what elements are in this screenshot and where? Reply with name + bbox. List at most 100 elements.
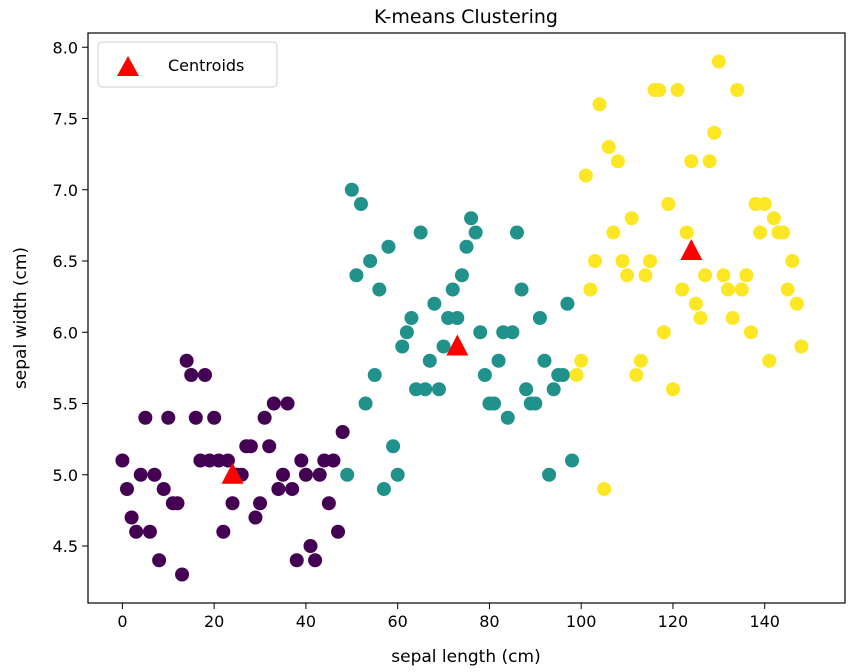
cluster-0-point bbox=[175, 567, 190, 582]
y-tick-label: 5.5 bbox=[53, 395, 78, 414]
cluster-1-point bbox=[367, 368, 382, 382]
cluster-1-point bbox=[344, 182, 359, 197]
cluster-2-point bbox=[620, 268, 635, 283]
cluster-0-point bbox=[321, 496, 336, 511]
cluster-1-point bbox=[353, 197, 368, 211]
cluster-1-point bbox=[537, 353, 552, 368]
cluster-1-point bbox=[349, 268, 364, 283]
cluster-0-point bbox=[188, 410, 203, 425]
cluster-2-point bbox=[643, 254, 658, 268]
cluster-1-point bbox=[528, 396, 543, 411]
cluster-1-point bbox=[491, 353, 506, 368]
cluster-0-point bbox=[170, 496, 185, 511]
cluster-2-point bbox=[707, 125, 722, 140]
cluster-2-point bbox=[592, 97, 607, 112]
x-tick-label: 80 bbox=[479, 612, 499, 631]
cluster-2-point bbox=[601, 140, 616, 154]
cluster-1-point bbox=[473, 325, 488, 340]
cluster-1-point bbox=[532, 311, 547, 325]
cluster-0-point bbox=[124, 510, 139, 525]
cluster-0-point bbox=[271, 482, 286, 496]
centroid-markers bbox=[221, 239, 703, 484]
cluster-0-point bbox=[115, 453, 130, 468]
cluster-1-point bbox=[372, 282, 387, 297]
cluster-0-point bbox=[147, 467, 162, 482]
cluster-0-point bbox=[129, 524, 144, 539]
cluster-0-point bbox=[179, 353, 194, 368]
cluster-1-point bbox=[555, 368, 570, 382]
cluster-1-point bbox=[450, 311, 465, 325]
centroid-marker bbox=[221, 462, 244, 484]
cluster-1-point bbox=[477, 368, 492, 382]
cluster-2-point bbox=[684, 154, 699, 169]
cluster-1-point bbox=[542, 467, 557, 482]
cluster-1-point bbox=[395, 339, 410, 354]
cluster-0-point bbox=[225, 496, 240, 511]
cluster-2-point bbox=[597, 482, 612, 496]
cluster-1-point bbox=[404, 311, 419, 325]
cluster-2-point bbox=[652, 83, 667, 97]
cluster-1-point bbox=[514, 282, 529, 297]
cluster-1-point bbox=[340, 467, 355, 482]
cluster-0-point bbox=[220, 453, 235, 468]
cluster-2-point bbox=[757, 197, 772, 211]
x-tick-label: 60 bbox=[388, 612, 408, 631]
cluster-0-point bbox=[152, 553, 167, 568]
cluster-2-point bbox=[766, 211, 781, 226]
cluster-2-point bbox=[633, 353, 648, 368]
centroid-marker bbox=[680, 239, 703, 261]
cluster-1-point bbox=[519, 382, 534, 397]
cluster-2-point bbox=[693, 311, 708, 325]
cluster-0-point bbox=[133, 467, 148, 482]
cluster-0-point bbox=[275, 467, 290, 482]
cluster-0-point bbox=[119, 482, 134, 496]
y-tick-label: 4.5 bbox=[53, 537, 78, 556]
cluster-0-point bbox=[308, 553, 323, 568]
x-tick-label: 100 bbox=[566, 612, 597, 631]
cluster-1-point bbox=[505, 325, 520, 340]
legend-label-centroids: Centroids bbox=[168, 56, 244, 75]
cluster-0-point bbox=[262, 439, 277, 454]
cluster-0-point bbox=[285, 482, 300, 496]
cluster-0-point bbox=[280, 396, 295, 411]
y-tick-label: 5.0 bbox=[53, 466, 78, 485]
cluster-1-point bbox=[427, 296, 442, 311]
cluster-2-point bbox=[730, 83, 745, 97]
cluster-1-point bbox=[500, 410, 515, 425]
data-points bbox=[115, 54, 809, 582]
cluster-1-point bbox=[413, 225, 428, 240]
cluster-1-point bbox=[565, 453, 580, 468]
cluster-2-point bbox=[679, 225, 694, 240]
cluster-0-point bbox=[197, 368, 212, 382]
cluster-2-point bbox=[711, 54, 726, 69]
y-tick-label: 7.5 bbox=[53, 110, 78, 129]
cluster-2-point bbox=[629, 368, 644, 382]
cluster-2-point bbox=[624, 211, 639, 226]
cluster-2-point bbox=[688, 296, 703, 311]
cluster-2-point bbox=[780, 282, 795, 297]
cluster-2-point bbox=[762, 353, 777, 368]
cluster-1-point bbox=[376, 482, 391, 496]
legend-triangle-icon bbox=[117, 56, 139, 76]
cluster-2-point bbox=[725, 311, 740, 325]
cluster-1-point bbox=[464, 211, 479, 226]
cluster-0-point bbox=[303, 539, 318, 553]
cluster-2-point bbox=[753, 225, 768, 240]
cluster-2-point bbox=[661, 197, 676, 211]
cluster-1-point bbox=[445, 282, 460, 297]
cluster-2-point bbox=[638, 268, 653, 283]
cluster-2-point bbox=[615, 254, 630, 268]
cluster-1-point bbox=[546, 382, 561, 397]
cluster-0-point bbox=[266, 396, 281, 411]
cluster-2-point bbox=[702, 154, 717, 169]
cluster-2-point bbox=[785, 254, 800, 268]
cluster-1-point bbox=[509, 225, 524, 240]
cluster-2-point bbox=[734, 282, 749, 297]
x-tick-label: 40 bbox=[296, 612, 316, 631]
cluster-1-point bbox=[386, 439, 401, 454]
y-tick-label: 7.0 bbox=[53, 181, 78, 200]
cluster-2-point bbox=[794, 339, 809, 354]
cluster-0-point bbox=[257, 410, 272, 425]
x-axis: 0 20 40 60 80 100 120 140 bbox=[117, 603, 780, 631]
cluster-1-point bbox=[436, 339, 451, 354]
